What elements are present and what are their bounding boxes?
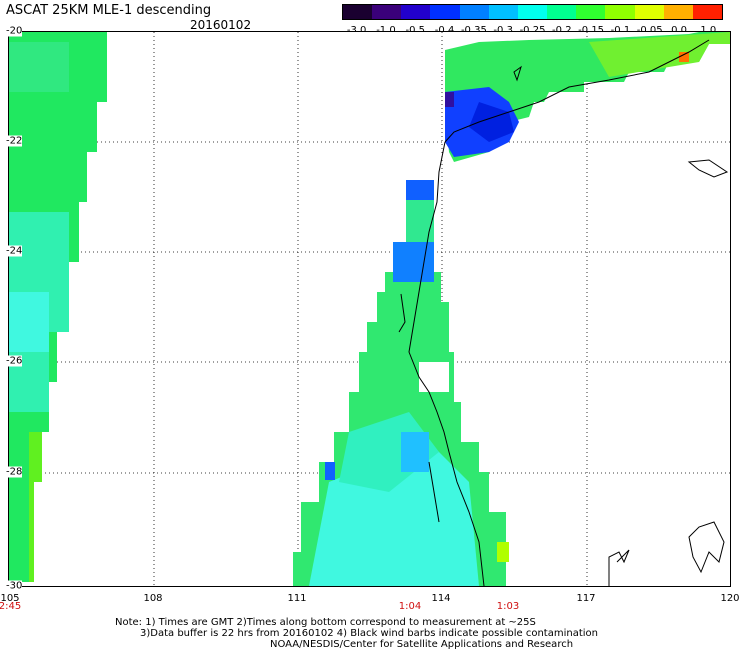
color-scale-segment: [605, 5, 635, 19]
color-scale-segment: [430, 5, 460, 19]
color-scale-bar: [342, 4, 723, 20]
color-scale-segment: [488, 5, 518, 19]
color-scale-segment: [459, 5, 489, 19]
latitude-label: -20: [6, 25, 23, 37]
color-scale-segment: [547, 5, 577, 19]
color-scale-segment: [576, 5, 606, 19]
longitude-label: 108: [143, 593, 163, 604]
map-canvas: [9, 32, 730, 586]
map-date: 20160102: [190, 18, 252, 32]
longitude-label: 117: [576, 593, 596, 604]
swath-time-label: 2:45: [0, 601, 22, 612]
color-scale-label: -0.35: [461, 25, 487, 36]
color-scale-label: -1.0: [376, 25, 396, 36]
color-scale-label: -3.0: [347, 25, 367, 36]
note-line-2: 3)Data buffer is 22 hrs from 20160102 4)…: [140, 628, 598, 639]
color-scale-segment: [634, 5, 664, 19]
longitude-label: 111: [287, 593, 307, 604]
left-wind-swath: [9, 32, 107, 582]
color-scale-label: -0.2: [552, 25, 572, 36]
latitude-label: -26: [6, 355, 23, 367]
color-scale-label: -0.3: [493, 25, 513, 36]
longitude-label: 114: [431, 593, 451, 604]
latitude-label: -28: [6, 466, 23, 478]
swath-time-label: 1:04: [398, 601, 422, 612]
upper-wind-swath: [445, 32, 730, 162]
coastline: [398, 39, 729, 586]
color-scale-label: -0.05: [637, 25, 663, 36]
note-line-1: Note: 1) Times are GMT 2)Times along bot…: [115, 617, 536, 628]
color-scale-label: -0.4: [435, 25, 455, 36]
color-scale-segment: [692, 5, 723, 19]
color-scale-segment: [663, 5, 693, 19]
color-scale-label: -0.25: [520, 25, 546, 36]
color-scale-segment: [343, 5, 373, 19]
color-scale-segment: [517, 5, 548, 19]
color-scale-segment: [401, 5, 431, 19]
latitude-label: -30: [6, 580, 23, 592]
note-line-3: NOAA/NESDIS/Center for Satellite Applica…: [270, 639, 574, 650]
map-title: ASCAT 25KM MLE-1 descending: [6, 3, 212, 18]
map-panel: [8, 31, 731, 587]
color-scale-label: -0.15: [578, 25, 604, 36]
lower-wind-swath: [293, 242, 509, 586]
latitude-label: -24: [6, 245, 23, 257]
longitude-label: 120: [720, 593, 740, 604]
color-scale-label: 1.0: [700, 25, 716, 36]
color-scale-label: 0.0: [671, 25, 687, 36]
middle-wind-swath: [406, 180, 434, 242]
latitude-label: -22: [6, 135, 23, 147]
color-scale-label: -0.5: [406, 25, 426, 36]
swath-time-label: 1:03: [496, 601, 520, 612]
color-scale-segment: [372, 5, 402, 19]
longitude-label: 105: [0, 593, 20, 604]
color-scale-label: -0.1: [611, 25, 631, 36]
